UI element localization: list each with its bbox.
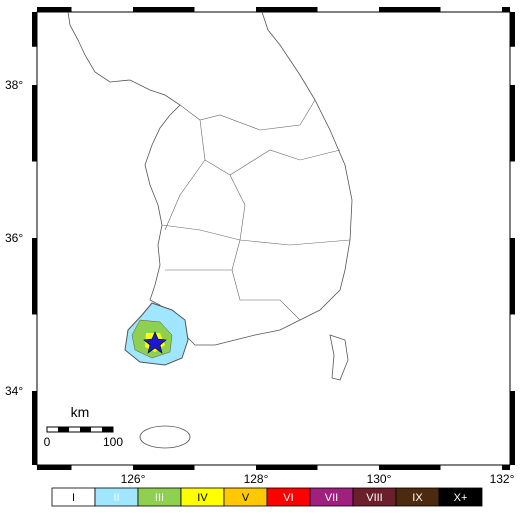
frame-segment bbox=[133, 465, 195, 470]
scale-label: 100 bbox=[103, 435, 123, 449]
axis-labels: 38° 36° 34° 126° 128° 130° 132° bbox=[5, 78, 515, 486]
frame-segment bbox=[37, 7, 72, 12]
frame-segment bbox=[32, 85, 37, 162]
legend-label: IX bbox=[412, 492, 423, 504]
intensity-legend: I II III IV V VI VII VIII IX X+ bbox=[51, 487, 483, 507]
legend-label: IV bbox=[197, 492, 208, 504]
lon-label: 132° bbox=[490, 472, 515, 486]
scale-bar: km 0 100 bbox=[44, 404, 124, 449]
frame-segment bbox=[510, 238, 515, 315]
frame-segment bbox=[510, 391, 515, 465]
frame-segment bbox=[379, 7, 441, 12]
legend-label: I bbox=[72, 492, 75, 504]
coastline bbox=[67, 11, 353, 449]
legend-label: X+ bbox=[454, 492, 468, 504]
lon-label: 126° bbox=[121, 472, 146, 486]
lon-label: 128° bbox=[244, 472, 269, 486]
frame-segment bbox=[133, 7, 195, 12]
scale-label: 0 bbox=[44, 435, 51, 449]
frame-segment bbox=[32, 391, 37, 465]
frame-segment bbox=[510, 85, 515, 162]
frame-segment bbox=[32, 238, 37, 315]
frame-segment bbox=[510, 12, 515, 47]
legend-label: III bbox=[155, 492, 164, 504]
legend-label: VIII bbox=[366, 492, 383, 504]
legend-swatch bbox=[438, 487, 483, 507]
legend-label: VII bbox=[325, 492, 338, 504]
legend-label: II bbox=[113, 492, 119, 504]
lat-label: 38° bbox=[5, 78, 23, 92]
epicenter-star bbox=[143, 331, 167, 354]
frame-segment bbox=[379, 465, 441, 470]
map-frame bbox=[36, 11, 511, 466]
legend-label: V bbox=[242, 492, 250, 504]
frame-segment bbox=[32, 12, 37, 47]
frame-segment bbox=[502, 7, 510, 12]
frame-ticks bbox=[32, 7, 515, 470]
frame-segment bbox=[256, 7, 318, 12]
frame-segment bbox=[256, 465, 318, 470]
lat-label: 34° bbox=[5, 384, 23, 398]
lon-label: 130° bbox=[367, 472, 392, 486]
frame-segment bbox=[37, 465, 72, 470]
frame-segment bbox=[502, 465, 510, 470]
legend-label: VI bbox=[283, 492, 293, 504]
scale-unit: km bbox=[71, 404, 90, 420]
lat-label: 36° bbox=[5, 231, 23, 245]
